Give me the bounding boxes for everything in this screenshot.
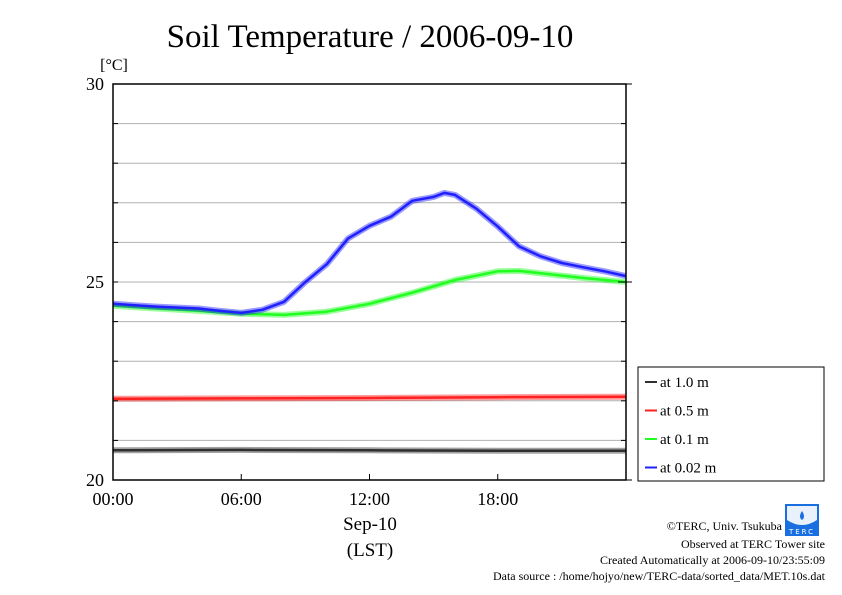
y-tick-label: 30 xyxy=(86,74,104,94)
legend-label: at 1.0 m xyxy=(660,375,709,391)
series-halo xyxy=(112,189,627,316)
legend: at 1.0 m at 0.5 m at 0.1 m at 0.02 m xyxy=(637,366,825,482)
x-tick-label: 00:00 xyxy=(92,489,133,509)
chart-title: Soil Temperature / 2006-09-10 xyxy=(167,19,574,55)
x-axis-label-lst: (LST) xyxy=(347,540,393,561)
copyright-text: ©TERC, Univ. Tsukuba xyxy=(666,519,782,533)
created-text: Created Automatically at 2006-09-10/23:5… xyxy=(600,553,825,567)
series-line-at-0-5-m xyxy=(112,395,627,401)
observed-text: Observed at TERC Tower site xyxy=(680,537,825,551)
svg-text:TERC: TERC xyxy=(788,528,815,536)
legend-label: at 0.02 m xyxy=(660,461,717,477)
series-line-at-0-1-m xyxy=(112,269,627,317)
terc-logo: TERC xyxy=(785,504,819,536)
data-source-text: Data source : /home/hojyo/new/TERC-data/… xyxy=(492,569,825,583)
x-tick-label: 18:00 xyxy=(477,489,518,509)
legend-label: at 0.5 m xyxy=(660,404,709,420)
legend-label: at 0.1 m xyxy=(660,432,709,448)
x-axis-label: Sep-10 xyxy=(343,514,397,535)
y-axis-label: [°C] xyxy=(100,57,128,74)
x-tick-label: 06:00 xyxy=(221,489,262,509)
series-line-at-0-02-m xyxy=(112,191,627,315)
x-tick-label: 12:00 xyxy=(349,489,390,509)
y-tick-label: 20 xyxy=(86,470,104,490)
series-line-at-1-0-m xyxy=(112,448,626,452)
y-tick-label: 25 xyxy=(86,272,104,292)
